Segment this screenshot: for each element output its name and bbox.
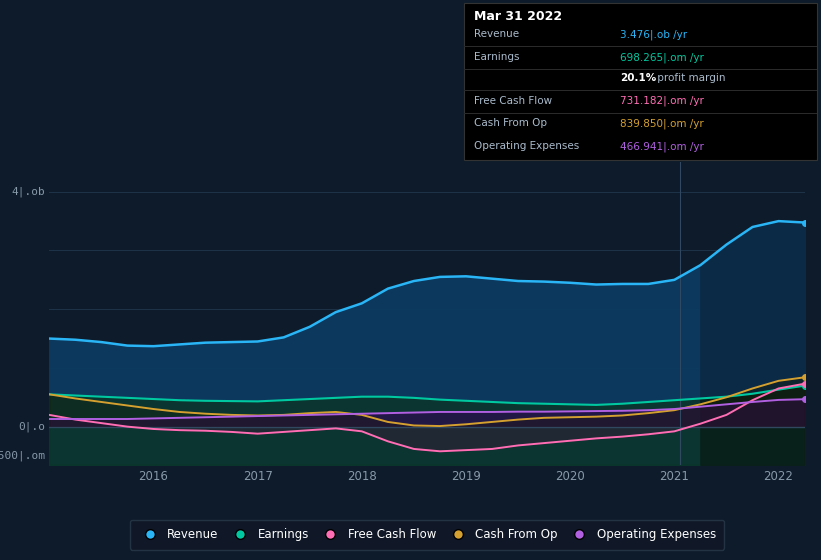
Text: Operating Expenses: Operating Expenses xyxy=(474,141,579,151)
Text: profit margin: profit margin xyxy=(654,73,726,83)
Text: 698.265|.om /yr: 698.265|.om /yr xyxy=(620,52,704,63)
Text: 20.1%: 20.1% xyxy=(620,73,656,83)
Text: Mar 31 2022: Mar 31 2022 xyxy=(474,10,562,22)
Text: 839.850|.om /yr: 839.850|.om /yr xyxy=(620,118,704,129)
Text: 0|.o: 0|.o xyxy=(19,421,45,432)
Text: Cash From Op: Cash From Op xyxy=(474,118,547,128)
Text: 731.182|.om /yr: 731.182|.om /yr xyxy=(620,96,704,106)
Text: Free Cash Flow: Free Cash Flow xyxy=(474,96,552,106)
Text: -500|.om: -500|.om xyxy=(0,451,45,461)
Text: Earnings: Earnings xyxy=(474,52,519,62)
Text: 466.941|.om /yr: 466.941|.om /yr xyxy=(620,141,704,152)
Legend: Revenue, Earnings, Free Cash Flow, Cash From Op, Operating Expenses: Revenue, Earnings, Free Cash Flow, Cash … xyxy=(130,520,724,549)
Text: 3.476|.ob /yr: 3.476|.ob /yr xyxy=(620,29,687,40)
Text: 4|.ob: 4|.ob xyxy=(11,186,45,197)
Text: Revenue: Revenue xyxy=(474,29,519,39)
